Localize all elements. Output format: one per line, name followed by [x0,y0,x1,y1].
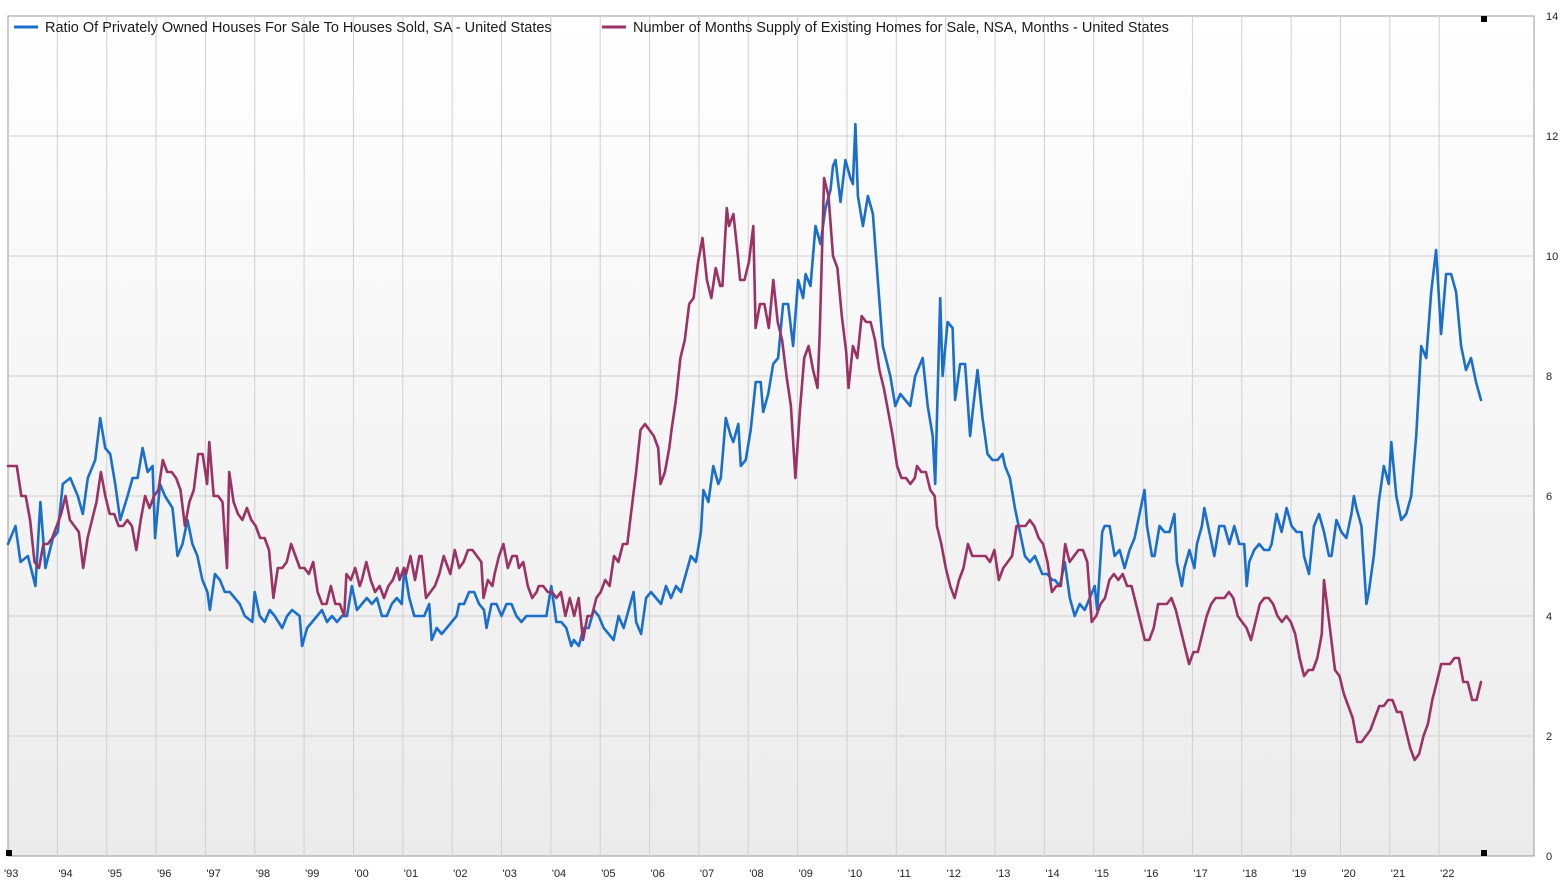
series-lines [6,122,1483,762]
legend-label-1: Ratio Of Privately Owned Houses For Sale… [45,20,552,36]
y-tick-label: 14 [1546,11,1558,23]
x-tick-label: '17 [1193,868,1207,880]
x-tick-label: '12 [947,868,961,880]
y-tick-label: 4 [1546,611,1552,623]
x-tick-label: '03 [503,868,517,880]
x-tick-label: '20 [1341,868,1355,880]
x-tick-label: '16 [1144,868,1158,880]
series-line-2 [6,176,1483,762]
legend: Ratio Of Privately Owned Houses For Sale… [14,20,1169,36]
x-tick-label: '01 [404,868,418,880]
x-tick-label: '22 [1440,868,1454,880]
x-tick-label: '18 [1243,868,1257,880]
axis-labels: 0 2 4 6 8 10 12 14 '93 '94 '95 '96 '97 '98 '99 '00 '01 '0… [4,11,1558,880]
x-tick-label: '02 [453,868,467,880]
x-tick-label: '13 [996,868,1010,880]
x-tick-label: '15 [1095,868,1109,880]
grid-lines [8,16,1534,856]
y-tick-label: 0 [1546,851,1552,863]
x-tick-label: '21 [1391,868,1405,880]
y-tick-label: 8 [1546,371,1552,383]
corner-marker-top-right [1481,16,1487,22]
x-tick-label: '19 [1292,868,1306,880]
corner-marker-bottom-left [6,850,12,856]
x-tick-label: '06 [651,868,665,880]
x-tick-label: '95 [108,868,122,880]
x-tick-label: '09 [799,868,813,880]
x-tick-label: '10 [848,868,862,880]
y-tick-label: 6 [1546,491,1552,503]
x-tick-label: '93 [4,868,18,880]
x-tick-label: '00 [354,868,368,880]
x-tick-label: '04 [552,868,566,880]
x-tick-label: '94 [58,868,72,880]
corner-marker-bottom-right [1481,850,1487,856]
x-tick-label: '96 [157,868,171,880]
x-tick-label: '97 [206,868,220,880]
y-tick-label: 2 [1546,731,1552,743]
x-tick-label: '98 [256,868,270,880]
series-line-1 [6,122,1483,648]
legend-label-2: Number of Months Supply of Existing Home… [633,20,1169,36]
x-tick-label: '05 [601,868,615,880]
x-tick-label: '11 [897,868,911,880]
y-tick-label: 12 [1546,131,1558,143]
y-tick-label: 10 [1546,251,1558,263]
x-tick-label: '07 [700,868,714,880]
x-tick-label: '14 [1045,868,1059,880]
x-tick-label: '99 [305,868,319,880]
x-tick-label: '08 [749,868,763,880]
plot-background [7,15,1535,857]
